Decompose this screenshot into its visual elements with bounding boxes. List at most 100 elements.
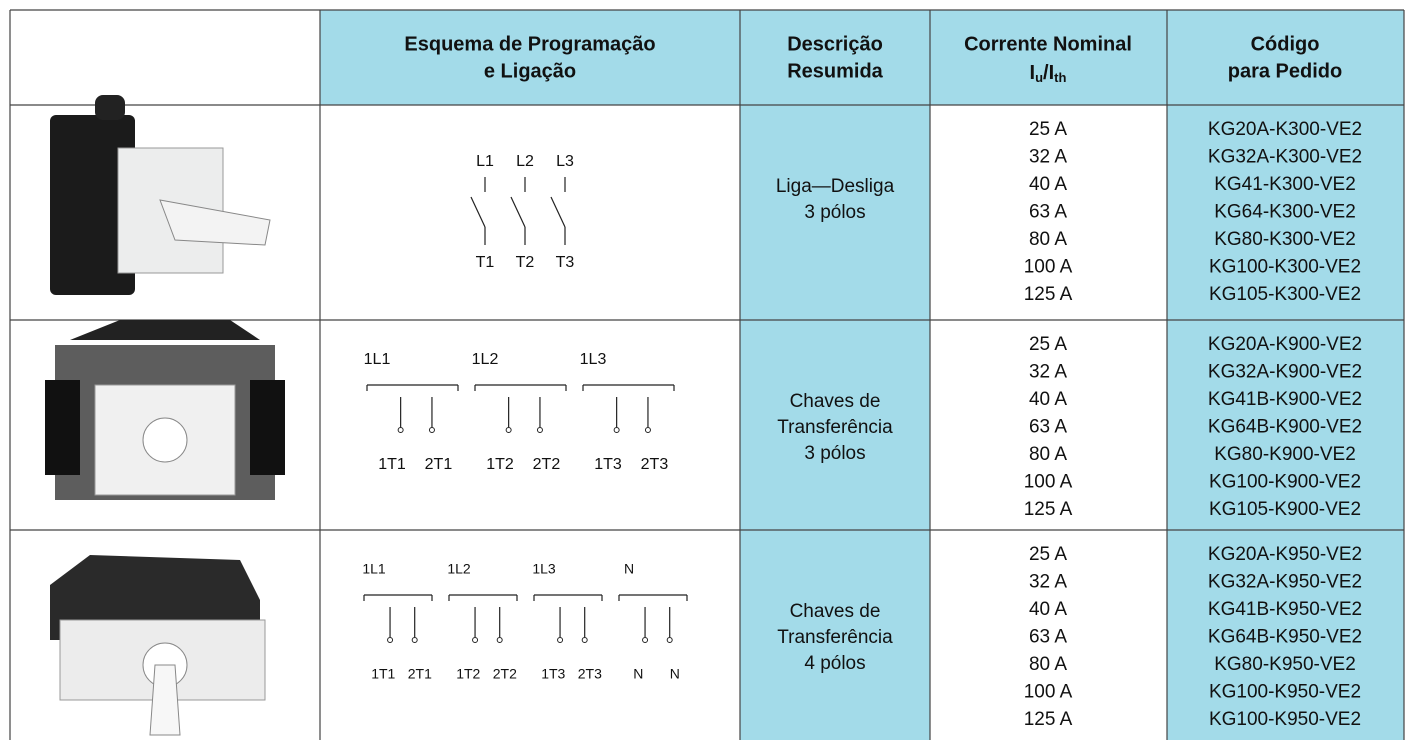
order-code: KG32A-K950-VE2: [1208, 572, 1362, 593]
header-current-symbol: Iu/Ith: [1030, 62, 1067, 85]
contact: [642, 637, 649, 643]
current: 125 A: [1024, 499, 1073, 520]
grid: [9, 9, 1405, 740]
current: 40 A: [1029, 389, 1067, 410]
terminal-label: 1T2: [486, 456, 514, 473]
terminal-label: 2T2: [493, 666, 517, 682]
terminal-label: L1: [476, 153, 494, 170]
current: 32 A: [1029, 147, 1067, 168]
current: 125 A: [1024, 709, 1073, 730]
description: Liga—Desliga: [776, 176, 895, 197]
contact: [505, 427, 512, 433]
current: 32 A: [1029, 572, 1067, 593]
header-scheme: e Ligação: [484, 60, 576, 82]
current: 100 A: [1024, 472, 1073, 493]
order-code: KG100-K950-VE2: [1209, 682, 1361, 703]
terminal-label: 2T3: [641, 456, 669, 473]
contact: [644, 427, 651, 433]
terminal-label: 1L3: [532, 561, 556, 577]
order-code: KG100-K300-VE2: [1209, 257, 1361, 278]
header-description: Descrição: [787, 33, 883, 55]
current: 32 A: [1029, 362, 1067, 383]
header-scheme: Esquema de Programação: [404, 33, 655, 55]
terminal-label: 2T3: [578, 666, 602, 682]
terminal-label: 1T1: [378, 456, 406, 473]
order-code: KG64-K300-VE2: [1214, 202, 1356, 223]
description: 3 pólos: [804, 443, 865, 464]
current: 125 A: [1024, 284, 1073, 305]
terminal-label: L3: [556, 153, 574, 170]
contact: [411, 637, 418, 643]
symbol-text: I: [1030, 62, 1036, 84]
order-code: KG32A-K300-VE2: [1208, 147, 1362, 168]
header-code: Código: [1251, 33, 1320, 55]
header-description: Resumida: [787, 60, 883, 82]
current: 80 A: [1029, 229, 1067, 250]
order-code: KG20A-K300-VE2: [1208, 119, 1362, 140]
current: 63 A: [1029, 202, 1067, 223]
contact: [613, 427, 620, 433]
current: 25 A: [1029, 544, 1067, 565]
symbol-subscript: th: [1054, 70, 1066, 85]
order-code: KG105-K900-VE2: [1209, 499, 1361, 520]
contact: [387, 637, 394, 643]
diagram-line: [510, 196, 526, 228]
description: 4 pólos: [804, 653, 865, 674]
current: 80 A: [1029, 654, 1067, 675]
order-code: KG105-K300-VE2: [1209, 284, 1361, 305]
order-code: KG64B-K950-VE2: [1208, 627, 1362, 648]
description: Chaves de: [790, 391, 881, 412]
order-code: KG20A-K950-VE2: [1208, 544, 1362, 565]
code-column: [1167, 105, 1404, 745]
contact: [581, 637, 588, 643]
contact: [428, 427, 435, 433]
terminal-label: T3: [556, 254, 575, 271]
order-code: KG100-K950-VE2: [1209, 709, 1361, 730]
description: Transferência: [777, 627, 893, 648]
current: 100 A: [1024, 682, 1073, 703]
header-code: para Pedido: [1228, 60, 1342, 82]
description-column: [740, 105, 930, 745]
contact: [397, 427, 404, 433]
terminal-label: N: [624, 561, 634, 577]
order-code: KG41B-K950-VE2: [1208, 599, 1362, 620]
diagram-line: [470, 196, 486, 228]
contact: [666, 637, 673, 643]
terminal-label: 1L2: [447, 561, 471, 577]
order-code: KG80-K300-VE2: [1214, 229, 1356, 250]
order-code: KG100-K900-VE2: [1209, 472, 1361, 493]
description: 3 pólos: [804, 202, 865, 223]
terminal-label: 2T2: [533, 456, 561, 473]
product-image-1: [50, 95, 271, 295]
order-code: KG64B-K900-VE2: [1208, 417, 1362, 438]
order-code: KG41B-K900-VE2: [1208, 389, 1362, 410]
current: 100 A: [1024, 257, 1073, 278]
terminal-label: 1T3: [594, 456, 622, 473]
symbol-text: /I: [1043, 62, 1054, 84]
header-current: Corrente Nominal: [964, 33, 1132, 55]
contact: [472, 637, 479, 643]
order-code: KG80-K950-VE2: [1214, 654, 1356, 675]
terminal-label: 1L1: [362, 561, 386, 577]
symbol-subscript: u: [1035, 70, 1043, 85]
contact: [557, 637, 564, 643]
terminal-label: 2T1: [425, 456, 453, 473]
contact: [536, 427, 543, 433]
product-image-3: [50, 555, 266, 736]
current: 63 A: [1029, 627, 1067, 648]
terminal-label: T2: [516, 254, 535, 271]
terminal-label: 1L3: [580, 351, 607, 368]
order-code: KG80-K900-VE2: [1214, 444, 1356, 465]
description: Transferência: [777, 417, 893, 438]
terminal-label: 1L1: [364, 351, 391, 368]
product-image-2: [45, 320, 285, 500]
current: 63 A: [1029, 417, 1067, 438]
terminal-label: 1T2: [456, 666, 480, 682]
order-code: KG32A-K900-VE2: [1208, 362, 1362, 383]
terminal-label: 2T1: [408, 666, 432, 682]
contact: [496, 637, 503, 643]
terminal-label: 1T1: [371, 666, 395, 682]
header-blank: [10, 10, 320, 105]
terminal-label: N: [633, 666, 643, 682]
terminal-label: 1T3: [541, 666, 565, 682]
